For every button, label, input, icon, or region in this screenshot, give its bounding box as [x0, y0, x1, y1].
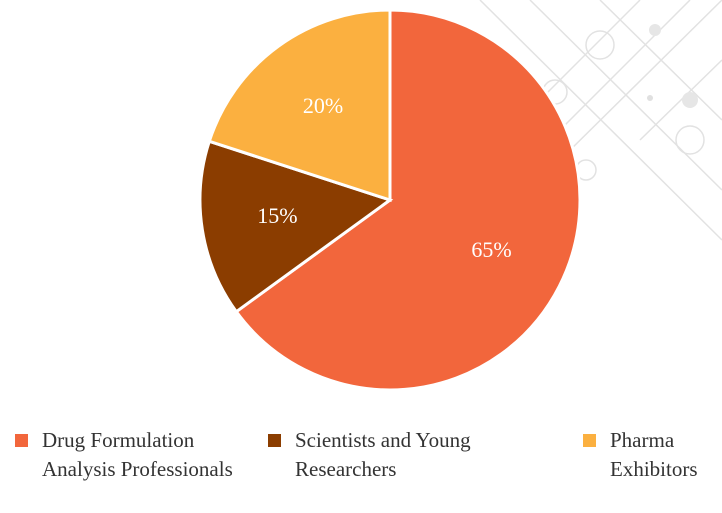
legend-item: Drug Formulation Analysis Professionals [15, 426, 242, 484]
legend-label: Drug Formulation Analysis Professionals [42, 426, 242, 484]
slice-label: 15% [257, 203, 297, 228]
legend-swatch [15, 434, 28, 447]
legend-item: Pharma Exhibitors [583, 426, 720, 484]
legend-label: Pharma Exhibitors [610, 426, 720, 484]
legend-item: Scientists and Young Researchers [268, 426, 525, 484]
pie: 65% 15% 20% [200, 10, 580, 390]
slice-label: 65% [471, 237, 511, 262]
legend-swatch [583, 434, 596, 447]
legend-label: Scientists and Young Researchers [295, 426, 525, 484]
legend-swatch [268, 434, 281, 447]
slice-label: 20% [303, 93, 343, 118]
page: 65% 15% 20% Drug Formulation Analysis Prof… [0, 0, 722, 513]
